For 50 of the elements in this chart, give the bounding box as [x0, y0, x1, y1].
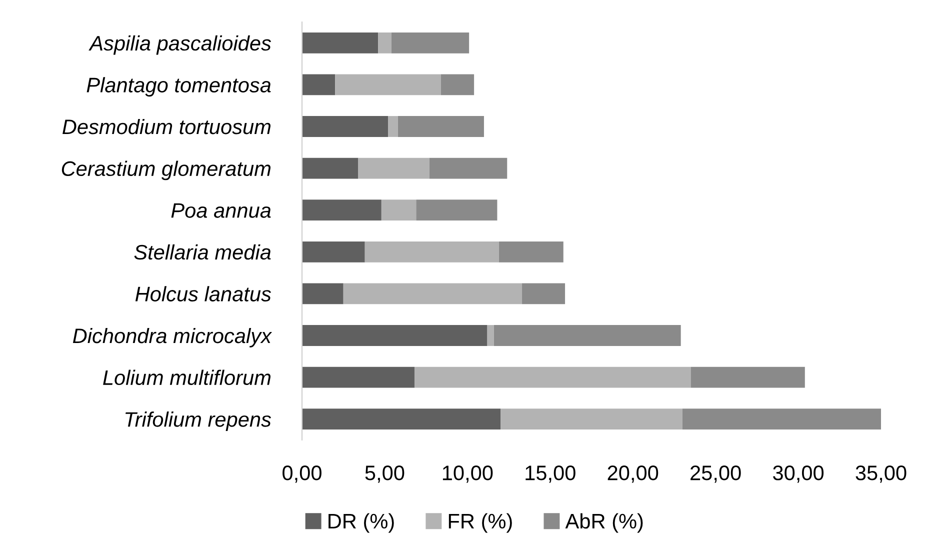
bar	[364, 241, 499, 262]
bar	[498, 241, 564, 262]
x-tick-label: 20,00	[608, 466, 658, 483]
y-tick-label: Desmodium tortuosum	[62, 118, 270, 134]
bar	[500, 408, 682, 430]
bar	[416, 200, 498, 221]
bar	[343, 283, 522, 304]
bar	[378, 32, 392, 54]
bar	[335, 74, 441, 96]
legend-label: DR (%)	[328, 513, 394, 533]
bar	[414, 366, 691, 388]
x-tick-label: 10,00	[442, 466, 493, 483]
y-tick-label: Cerastium glomeratum	[62, 160, 270, 180]
bar	[522, 283, 566, 304]
legend-label: FR (%)	[448, 513, 512, 533]
legend-label: AbR (%)	[565, 513, 643, 533]
x-tick-label: 15,00	[526, 466, 576, 483]
x-tick-label: 35,00	[856, 466, 906, 483]
bar	[440, 74, 474, 96]
bar	[302, 325, 488, 346]
x-tick-label: 5,00	[365, 466, 404, 483]
x-tick-label: 30,00	[773, 466, 824, 483]
bar	[429, 158, 508, 179]
bar	[302, 116, 388, 137]
bar	[381, 200, 416, 221]
bar	[302, 200, 382, 221]
y-tick-label: Dichondra microcalyx	[72, 328, 272, 348]
bar	[302, 32, 378, 54]
bar	[487, 325, 494, 346]
y-tick-label: Trifolium repens	[126, 412, 272, 431]
y-tick-label: Aspilia pascalioides	[88, 35, 272, 55]
bar	[302, 408, 501, 430]
bar	[302, 74, 336, 96]
bar	[388, 116, 398, 137]
bar	[302, 366, 414, 388]
bar	[302, 241, 365, 262]
x-tick-label: 0,00	[282, 466, 322, 483]
bar	[358, 158, 430, 179]
bar	[398, 116, 484, 137]
bar	[302, 158, 358, 179]
bar	[391, 32, 470, 54]
y-tick-label: Poa annua	[171, 203, 271, 218]
y-tick-label: Stellaria media	[134, 244, 271, 260]
bar	[690, 366, 805, 388]
x-tick-label: 25,00	[690, 466, 741, 483]
y-tick-label: Plantago tomentosa	[86, 77, 271, 97]
bar	[302, 283, 344, 304]
y-tick-label: Holcus lanatus	[135, 286, 272, 302]
bar	[494, 325, 681, 346]
y-tick-label: Lolium multiflorum	[103, 370, 270, 386]
